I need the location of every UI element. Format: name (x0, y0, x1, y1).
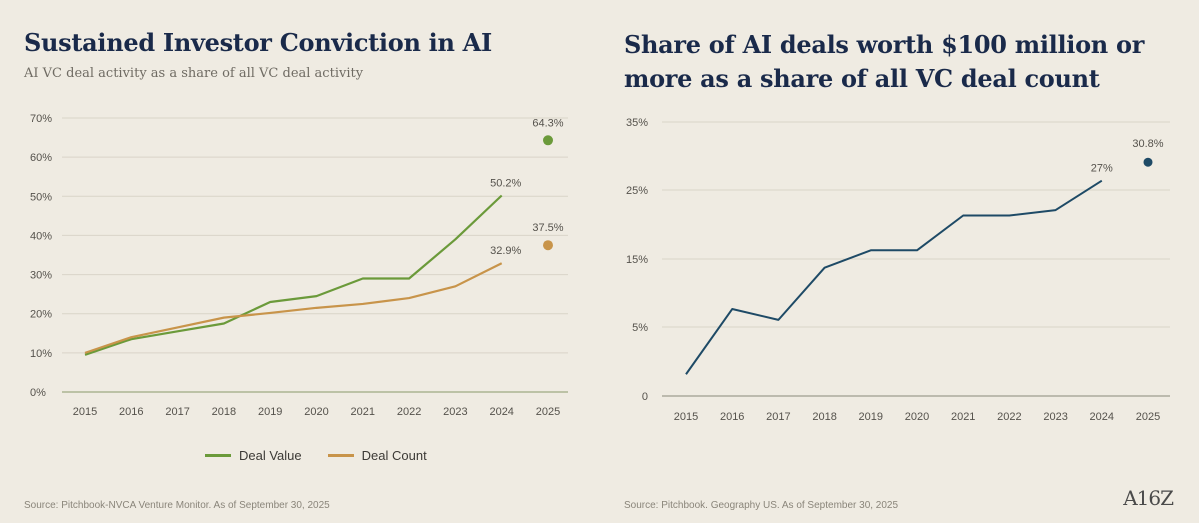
series-line-deal-value (84, 194, 503, 356)
end-data-label: 27% (1091, 163, 1113, 175)
x-tick-label: 2017 (766, 411, 790, 423)
x-tick-label: 2019 (859, 411, 883, 423)
a16z-logo: A16Z (1123, 486, 1174, 510)
y-tick-label: 0% (30, 387, 46, 399)
x-tick-label: 2020 (905, 411, 929, 423)
right-line-chart: 0 5% 15% 25% 35% 2015 2016 2017 2018 2019 2020 2021… (626, 117, 1170, 423)
x-tick-label: 2022 (997, 411, 1021, 423)
y-tick-label: 30% (30, 270, 52, 282)
x-tick-label: 2024 (489, 406, 513, 418)
x-tick-label: 2022 (397, 406, 421, 418)
projected-data-label: 37.5% (532, 222, 563, 234)
x-tick-label: 2016 (720, 411, 744, 423)
end-data-label: 32.9% (490, 245, 521, 257)
projected-data-label: 64.3% (532, 117, 563, 129)
right-chart-panel: Share of AI deals worth $100 million or … (600, 0, 1199, 523)
legend-swatch-deal-value (205, 454, 231, 457)
projected-point (543, 240, 553, 251)
left-chart-legend: Deal Value Deal Count (205, 448, 427, 463)
legend-item-deal-count: Deal Count (327, 448, 427, 463)
left-chart-title: Sustained Investor Conviction in AI (24, 28, 492, 57)
y-tick-label: 35% (626, 117, 648, 129)
end-data-label: 50.2% (490, 178, 521, 190)
right-chart-source: Source: Pitchbook. Geography US. As of S… (624, 500, 899, 511)
y-tick-label: 60% (30, 152, 52, 164)
left-chart-source: Source: Pitchbook-NVCA Venture Monitor. … (24, 500, 330, 511)
projected-point (1143, 157, 1153, 167)
series-line (685, 179, 1103, 375)
x-tick-label: 2025 (1136, 411, 1160, 423)
x-tick-label: 2018 (212, 406, 236, 418)
projected-data-label: 30.8% (1132, 138, 1163, 150)
left-chart-subtitle: AI VC deal activity as a share of all VC… (24, 66, 364, 81)
x-tick-label: 2024 (1090, 411, 1114, 423)
y-tick-label: 40% (30, 230, 52, 242)
y-tick-label: 15% (626, 254, 648, 266)
y-tick-label: 70% (30, 113, 52, 125)
x-tick-label: 2021 (351, 406, 375, 418)
x-tick-label: 2021 (951, 411, 975, 423)
projected-point (543, 135, 553, 146)
right-chart-title: Share of AI deals worth $100 million or … (624, 30, 1145, 93)
x-tick-label: 2015 (73, 406, 97, 418)
y-tick-label: 10% (30, 348, 52, 360)
x-tick-label: 2023 (1043, 411, 1067, 423)
y-tick-label: 5% (632, 322, 648, 334)
x-tick-label: 2015 (674, 411, 698, 423)
series-line-deal-count (84, 262, 503, 354)
left-line-chart: 0% 10% 20% 30% 40% 50% 60% 70% 2015 2016 2017 2018 2… (30, 113, 568, 418)
y-tick-label: 20% (30, 309, 52, 321)
x-tick-label: 2017 (165, 406, 189, 418)
y-tick-label: 25% (626, 185, 648, 197)
legend-label-deal-value: Deal Value (239, 448, 302, 463)
x-tick-label: 2020 (304, 406, 328, 418)
x-tick-label: 2023 (443, 406, 467, 418)
x-tick-label: 2025 (536, 406, 560, 418)
legend-swatch-deal-count (327, 454, 354, 457)
y-tick-label: 50% (30, 191, 52, 203)
y-tick-label: 0 (642, 391, 648, 403)
x-tick-label: 2016 (119, 406, 143, 418)
legend-item-deal-value: Deal Value (205, 448, 302, 463)
legend-label-deal-count: Deal Count (361, 448, 427, 463)
x-tick-label: 2018 (812, 411, 836, 423)
x-tick-label: 2019 (258, 406, 282, 418)
left-chart-panel: Sustained Investor Conviction in AI AI V… (24, 28, 568, 511)
